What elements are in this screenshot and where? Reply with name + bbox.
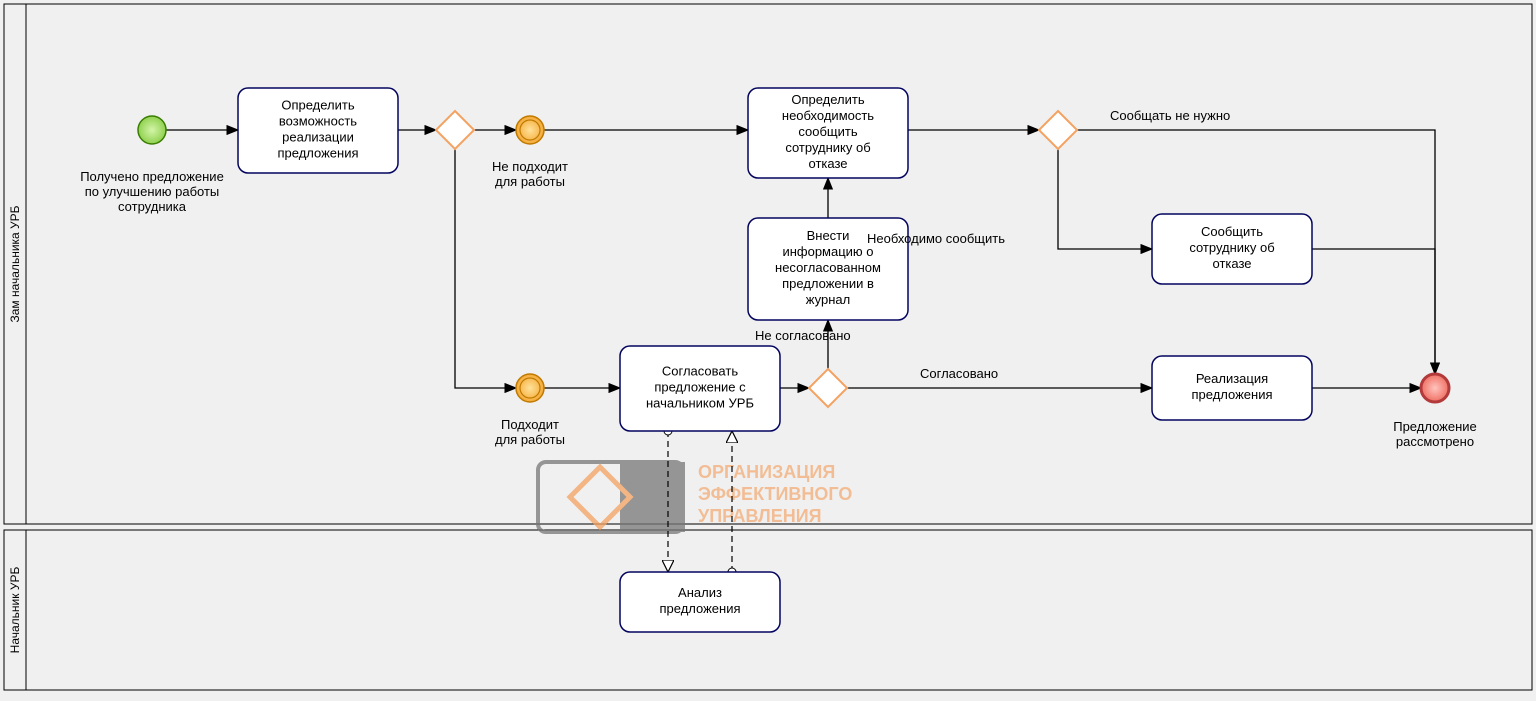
- edge-label-need: Необходимо сообщить: [867, 231, 1005, 246]
- svg-text:ЭФФЕКТИВНОГО: ЭФФЕКТИВНОГО: [698, 484, 852, 504]
- svg-text:Согласоватьпредложение сначаль: Согласоватьпредложение сначальником УРБ: [646, 364, 754, 411]
- svg-text:Реализацияпредложения: Реализацияпредложения: [1191, 371, 1272, 402]
- bpmn-diagram: Зам начальника УРБ Начальник УРБ ОРГАНИЗАЦ…: [0, 0, 1536, 701]
- edge-label-notagreed: Не согласовано: [755, 328, 851, 343]
- gateway-g1: [436, 111, 474, 149]
- edge-label-noneed: Сообщать не нужно: [1110, 108, 1230, 123]
- svg-text:Не подходитдля работы: Не подходитдля работы: [492, 159, 568, 189]
- end-event: [1421, 374, 1449, 402]
- svg-text:Получено предложениепо улучшен: Получено предложениепо улучшению работыс…: [80, 169, 224, 214]
- svg-text:ОРГАНИЗАЦИЯ: ОРГАНИЗАЦИЯ: [698, 462, 835, 482]
- lane-label-lane2: Начальник УРБ: [8, 567, 22, 654]
- gateway-g3: [1039, 111, 1077, 149]
- gateway-g2: [809, 369, 847, 407]
- watermark: ОРГАНИЗАЦИЯЭФФЕКТИВНОГОУПРАВЛЕНИЯ: [538, 462, 852, 532]
- lane-label-lane1: Зам начальника УРБ: [8, 205, 22, 322]
- start-event: [138, 116, 166, 144]
- flow: [1058, 149, 1152, 249]
- svg-text:УПРАВЛЕНИЯ: УПРАВЛЕНИЯ: [698, 506, 822, 526]
- flow: [1312, 249, 1435, 374]
- edge-label-agreed: Согласовано: [920, 366, 998, 381]
- svg-text:Предложениерассмотрено: Предложениерассмотрено: [1393, 419, 1477, 449]
- svg-text:Подходитдля работы: Подходитдля работы: [495, 417, 565, 447]
- svg-text:Определитьвозможностьреализаци: Определитьвозможностьреализациипредложен…: [277, 98, 358, 161]
